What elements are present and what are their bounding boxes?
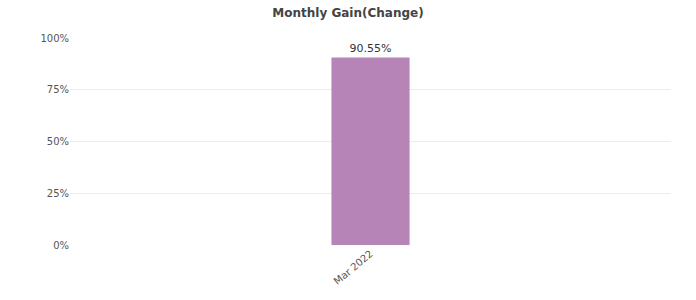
svg-text:50%: 50% [47,136,69,147]
svg-text:Monthly Gain(Change): Monthly Gain(Change) [272,6,423,20]
svg-text:Mar 2022: Mar 2022 [332,248,375,287]
svg-text:0%: 0% [53,240,69,251]
svg-text:75%: 75% [47,84,69,95]
svg-text:100%: 100% [40,33,69,44]
svg-text:25%: 25% [47,188,69,199]
svg-text:90.55%: 90.55% [350,42,392,55]
